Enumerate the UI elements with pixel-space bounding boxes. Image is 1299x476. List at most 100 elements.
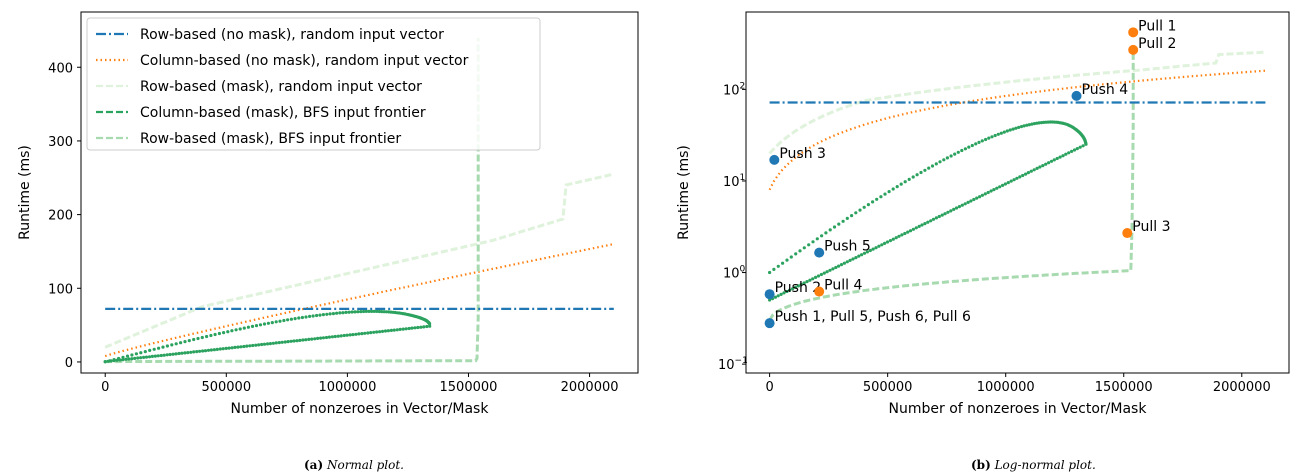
annotation-marker <box>814 247 825 258</box>
left-series-col-mask-bfs-point <box>233 345 237 349</box>
right-series-col-mask-bfs-point <box>1024 172 1028 176</box>
right-ytick-label: 10−1 <box>718 356 748 373</box>
left-series-col-mask-bfs-point <box>226 330 230 334</box>
left-series-col-mask-bfs-point <box>356 310 360 314</box>
right-series-col-mask-bfs-point <box>977 140 981 144</box>
annotation-marker <box>1071 90 1082 101</box>
right-series-col-nomask-random <box>768 69 1266 191</box>
left-series-col-mask-bfs-point <box>289 317 293 321</box>
left-series-col-mask-bfs-point <box>162 353 166 357</box>
left-series-col-mask-bfs-point <box>130 353 134 357</box>
right-series-col-mask-bfs-point <box>1022 124 1026 128</box>
right-series-col-mask-bfs-point <box>983 192 987 196</box>
left-series-col-mask-bfs-point <box>153 354 157 358</box>
left-series-col-mask-bfs-point <box>238 327 242 331</box>
left-series-col-mask-bfs-point <box>179 341 183 345</box>
left-xlabel: Number of nonzeroes in Vector/Mask <box>231 401 490 417</box>
right-series-col-mask-bfs-point <box>920 223 924 227</box>
left-series-col-mask-bfs-point <box>364 309 368 313</box>
right-series-col-mask-bfs-point <box>1002 130 1006 134</box>
right-series-col-mask-bfs-point <box>1001 183 1005 187</box>
right-series-col-mask-bfs-point <box>926 220 930 224</box>
left-series-col-mask-bfs-point <box>230 346 234 350</box>
right-series-col-mask-bfs-point <box>858 208 862 212</box>
left-series-col-mask-bfs-point <box>109 359 113 363</box>
annotation-marker <box>1122 228 1133 239</box>
caption-a-text: Normal plot. <box>326 458 404 472</box>
left-series-col-mask-bfs-point <box>324 335 329 340</box>
right-panel: 0 500000 1000000 1500000 2000000 10−1 100 101 10… <box>676 11 1290 417</box>
left-series-col-mask-bfs-point <box>277 341 281 345</box>
left-series-col-mask-bfs-point <box>419 325 423 329</box>
right-series-col-mask-bfs-point <box>915 173 919 177</box>
caption-b-label: (b) <box>971 458 991 472</box>
left-series-col-mask-bfs-point <box>174 342 178 346</box>
right-series-col-mask-bfs-point <box>1018 175 1022 179</box>
left-series-col-mask-bfs-point <box>339 334 343 338</box>
right-series-col-mask-bfs-point <box>1037 121 1041 125</box>
right-series-col-mask-bfs-point <box>811 240 815 244</box>
left-series-col-mask-bfs <box>103 309 432 364</box>
left-series-col-mask-bfs-point <box>254 324 259 328</box>
left-series-col-mask-bfs-point <box>351 333 355 337</box>
left-series-col-mask-bfs-point <box>311 314 315 318</box>
right-series-col-mask-bfs-point <box>974 142 978 146</box>
left-series-col-mask-bfs-point <box>404 327 408 331</box>
left-series-col-mask-bfs-point <box>218 347 222 351</box>
left-series-col-mask-bfs-point <box>283 340 287 344</box>
left-series-col-mask-bfs-point <box>268 342 272 346</box>
right-series-col-mask-bfs-point <box>808 278 812 282</box>
left-series-col-mask-bfs-point <box>366 331 370 335</box>
right-series-col-mask-bfs-point <box>992 188 996 192</box>
right-series-col-mask-bfs-point <box>906 230 910 234</box>
right-series-col-mask-bfs-point <box>1017 125 1021 129</box>
right-axes-frame <box>745 11 1290 374</box>
left-series-col-mask-bfs-point <box>150 354 154 358</box>
annotation-marker <box>1128 44 1139 55</box>
right-series-col-mask-bfs-point <box>798 249 802 253</box>
left-series-col-mask-bfs-point <box>222 331 226 335</box>
left-series-col-mask-bfs-point <box>316 336 320 340</box>
left-series-col-mask-bfs-point <box>242 326 246 330</box>
right-series-col-mask-bfs-point <box>825 270 829 274</box>
right-series-col-mask-bfs-point <box>1009 179 1013 183</box>
right-series-col-mask-bfs-point <box>911 175 915 179</box>
right-series-col-mask-bfs-point <box>781 261 785 265</box>
right-series-col-mask-bfs-point <box>879 195 883 199</box>
right-series-col-mask-bfs-point <box>802 281 806 285</box>
right-series-col-mask-bfs-point <box>768 298 772 302</box>
left-series-col-mask-bfs-point <box>103 360 107 364</box>
left-series-col-mask-bfs-point <box>115 358 119 362</box>
right-series-col-mask-bfs-point <box>1061 154 1065 158</box>
annotation-label: Pull 4 <box>824 278 862 294</box>
left-series-col-mask-bfs-point <box>130 357 134 361</box>
right-series-col-mask-bfs-point <box>887 190 891 194</box>
right-series-col-mask-bfs-point <box>954 206 959 210</box>
right-series-col-mask-bfs-point <box>949 154 953 158</box>
right-series-col-mask-bfs-point <box>871 200 875 204</box>
left-series-col-mask-bfs-point <box>375 330 379 334</box>
right-series-col-mask-bfs-point <box>772 267 776 271</box>
right-series-col-mask-bfs-point <box>970 143 974 148</box>
right-series-col-mask-bfs-point <box>871 247 875 251</box>
left-series-col-mask-bfs-point <box>377 309 381 314</box>
right-series-col-mask-bfs-point <box>938 160 942 164</box>
left-series-col-mask-bfs-point <box>308 314 312 318</box>
right-series-col-mask-bfs-point <box>857 254 861 258</box>
left-series-col-mask-bfs-point <box>413 326 417 330</box>
right-series-col-mask-bfs-point <box>865 250 870 254</box>
right-series-col-mask-bfs-point <box>1026 171 1030 175</box>
right-series-col-mask-bfs-point <box>848 258 852 262</box>
right-xtick-label: 500000 <box>863 380 913 395</box>
annotation-marker <box>1128 27 1139 38</box>
legend-frame <box>86 17 541 151</box>
left-series-col-mask-bfs-point <box>221 347 225 351</box>
left-ytick-label: 100 <box>48 282 73 297</box>
right-series-col-mask-bfs-point <box>796 284 801 288</box>
right-series-col-mask-bfs-point <box>980 139 984 143</box>
left-series-col-mask-bfs-point <box>165 353 169 357</box>
right-series-col-mask-bfs-point <box>854 211 858 215</box>
left-series-col-mask-bfs-point <box>234 328 238 332</box>
left-series-col-mask-bfs-point <box>348 333 352 337</box>
left-series-col-mask-bfs-point <box>274 320 278 324</box>
